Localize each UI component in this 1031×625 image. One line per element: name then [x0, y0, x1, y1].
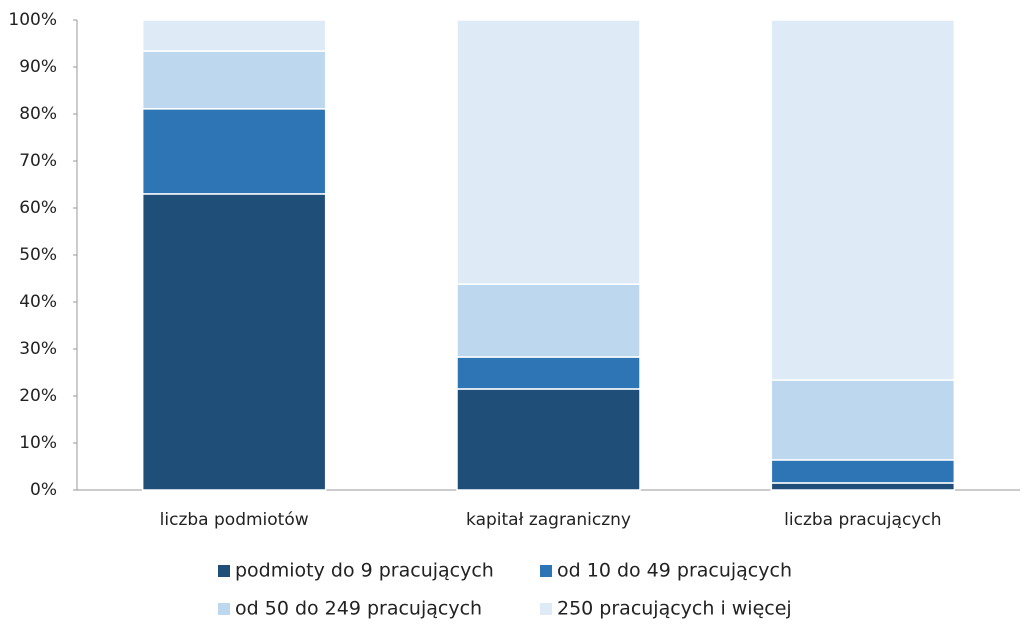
bar-segment: [141, 19, 327, 52]
bar-segment: [141, 193, 327, 491]
legend-label: podmioty do 9 pracujących: [235, 560, 494, 582]
bar-segment: [770, 19, 956, 381]
y-tick-label: 60%: [19, 198, 57, 218]
legend-label: od 50 do 249 pracujących: [235, 598, 482, 620]
bar-segment: [456, 356, 641, 390]
bar-segment: [141, 108, 327, 195]
bar-segment: [770, 459, 956, 484]
bar-segment: [770, 379, 956, 461]
y-tick-label: 50%: [19, 245, 57, 265]
legend-label: od 10 do 49 pracujących: [557, 560, 792, 582]
y-tick-label: 40%: [19, 292, 57, 312]
y-tick-label: 70%: [19, 151, 57, 171]
x-tick-label: liczba podmiotów: [160, 510, 309, 530]
y-tick-label: 80%: [19, 104, 57, 124]
legend-swatch: [218, 603, 230, 615]
y-tick-label: 10%: [19, 433, 57, 453]
x-tick-label: kapitał zagraniczny: [466, 510, 631, 530]
y-tick-label: 0%: [30, 480, 57, 500]
y-tick-label: 100%: [8, 10, 57, 30]
bar-segment: [770, 482, 956, 491]
legend-swatch: [540, 565, 552, 577]
bar-segment: [141, 50, 327, 110]
y-tick-label: 90%: [19, 57, 57, 77]
bar-segment: [456, 19, 641, 285]
x-tick-label: liczba pracujących: [784, 510, 941, 530]
y-tick-label: 20%: [19, 386, 57, 406]
legend-label: 250 pracujących i więcej: [557, 598, 792, 620]
y-tick-label: 30%: [19, 339, 57, 359]
legend-swatch: [218, 565, 230, 577]
bar-segment: [456, 283, 641, 358]
legend-swatch: [540, 603, 552, 615]
bar-segment: [456, 388, 641, 491]
